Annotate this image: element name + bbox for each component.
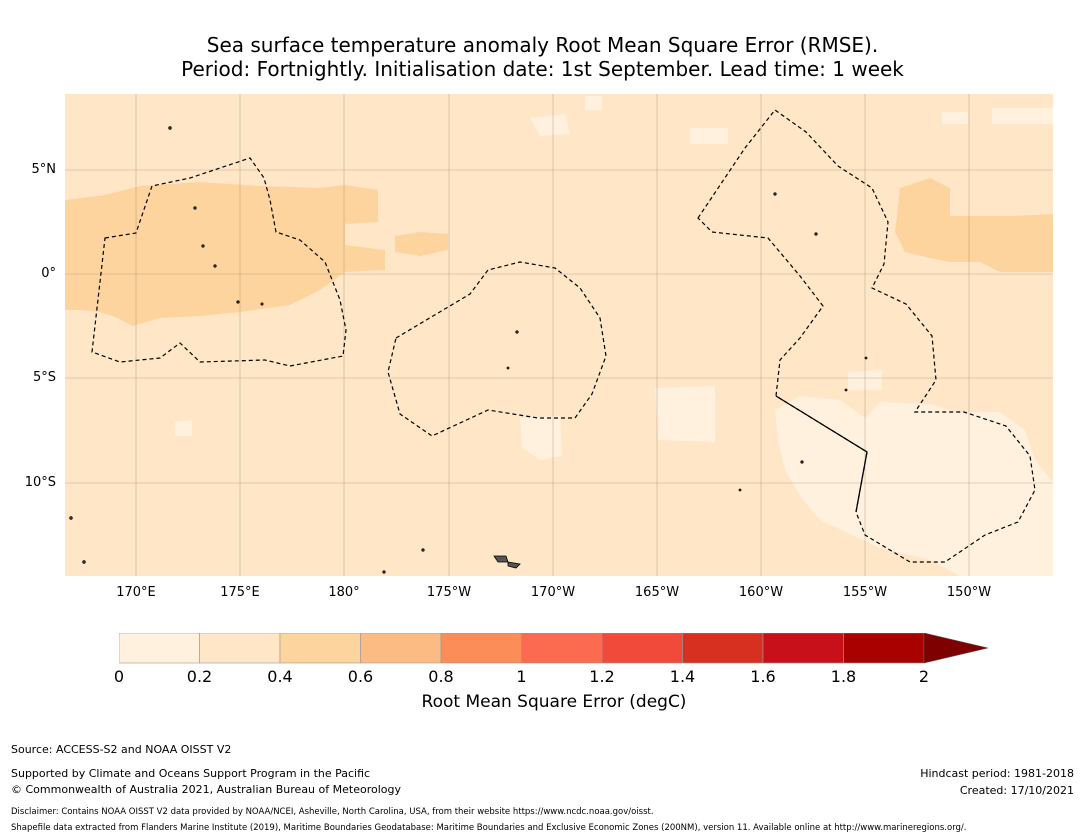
source-text: Source: ACCESS-S2 and NOAA OISST V2 <box>11 743 232 756</box>
colorbar-segment <box>601 633 683 664</box>
colorbar-tick: 0.2 <box>186 667 213 686</box>
title-line-1: Sea surface temperature anomaly Root Mea… <box>206 33 879 57</box>
colorbar-segment <box>762 633 844 664</box>
colorbar-segment <box>279 633 361 664</box>
colorbar-segment <box>199 633 281 664</box>
chart-title: Sea surface temperature anomaly Root Mea… <box>0 33 1085 81</box>
hindcast-text: Hindcast period: 1981-2018 <box>920 767 1074 780</box>
colorbar-extend-arrow <box>923 633 989 664</box>
gridlines <box>65 94 1053 576</box>
supported-text: Supported by Climate and Oceans Support … <box>11 767 371 780</box>
lon-tick: 170°E <box>116 585 156 600</box>
colorbar-segment <box>119 633 200 664</box>
eez-kiribati-line <box>697 109 1036 563</box>
map <box>65 94 1053 576</box>
created-text: Created: 17/10/2021 <box>959 784 1074 797</box>
eez-kiribati-phoenix <box>387 261 607 437</box>
lon-tick: 180° <box>328 585 360 600</box>
colorbar-segment <box>440 633 522 664</box>
lon-tick: 150°W <box>946 585 992 600</box>
colorbar-tick: 2 <box>918 667 930 686</box>
lon-tick: 160°W <box>738 585 784 600</box>
colorbar-segment <box>521 633 603 664</box>
colorbar-segment <box>843 633 925 664</box>
lon-tick: 175°W <box>426 585 472 600</box>
maritime-boundary-line <box>775 395 868 513</box>
colorbar-tick: 1 <box>516 667 527 686</box>
colorbar-segment <box>360 633 442 664</box>
colorbar-tick: 1.4 <box>669 667 696 686</box>
disclaimer-text: Disclaimer: Contains NOAA OISST V2 data … <box>11 807 654 817</box>
colorbar-tick: 1.6 <box>750 667 776 686</box>
lon-tick: 165°W <box>634 585 680 600</box>
lon-tick: 170°W <box>530 585 576 600</box>
island-samoa-east <box>507 561 521 569</box>
colorbar-tick: 0 <box>113 667 125 686</box>
colorbar <box>119 633 989 664</box>
lat-tick: 10°S <box>24 475 56 490</box>
colorbar-tick: 0.6 <box>347 667 374 686</box>
colorbar-label: Root Mean Square Error (degC) <box>421 692 687 712</box>
rmse-patches-high <box>65 178 1053 326</box>
title-line-2: Period: Fortnightly. Initialisation date… <box>181 57 904 81</box>
lat-tick: 0° <box>41 266 56 281</box>
lon-tick: 155°W <box>842 585 888 600</box>
copyright-text: © Commonwealth of Australia 2021, Austra… <box>11 783 401 796</box>
eez-boundaries <box>91 109 1036 563</box>
lon-tick: 175°E <box>220 585 260 600</box>
shapefile-text: Shapefile data extracted from Flanders M… <box>11 823 967 833</box>
colorbar-segments <box>119 633 925 664</box>
eez-kiribati-gilbert <box>91 157 347 367</box>
colorbar-tick: 0.8 <box>428 667 454 686</box>
colorbar-tick: 1.8 <box>830 667 857 686</box>
colorbar-segment <box>682 633 764 664</box>
lat-tick: 5°N <box>31 162 57 177</box>
colorbar-tick: 1.2 <box>589 667 615 686</box>
colorbar-tick: 0.4 <box>267 667 293 686</box>
lat-tick: 5°S <box>32 370 56 385</box>
islands <box>69 126 868 574</box>
rmse-patches-low <box>175 96 1053 576</box>
